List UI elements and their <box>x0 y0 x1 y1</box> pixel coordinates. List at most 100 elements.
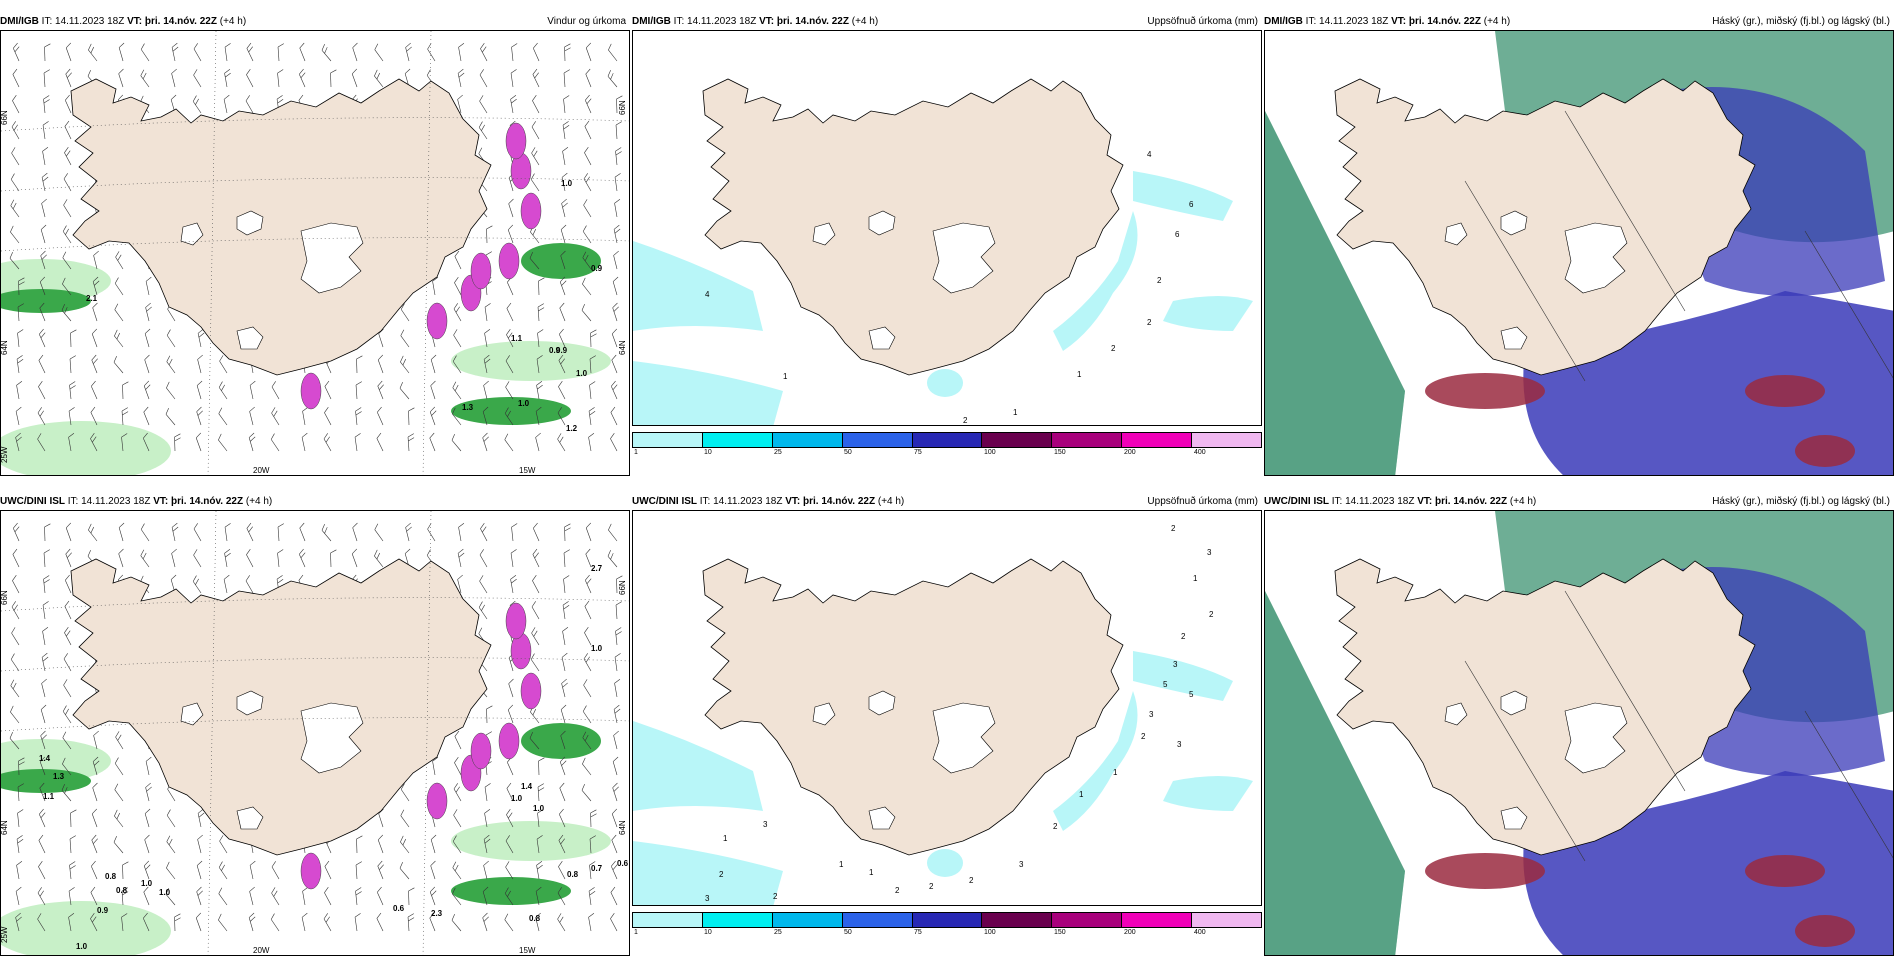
wind-barb <box>245 69 258 87</box>
wind-barb <box>278 44 285 61</box>
wind-barb <box>191 576 205 593</box>
panel-title: Vindur og úrkoma <box>547 14 626 30</box>
convective-cell <box>499 243 519 279</box>
precip-area <box>633 361 783 426</box>
wind-barb <box>531 601 545 619</box>
wind-barb <box>616 122 623 139</box>
wind-barb <box>609 913 622 931</box>
it-label: IT: <box>700 496 711 507</box>
wind-barb <box>615 627 623 645</box>
wind-barb <box>511 43 519 61</box>
wind-barb <box>330 550 337 567</box>
precip-area <box>521 243 601 279</box>
wind-barb <box>355 407 363 425</box>
wind-barb <box>122 408 129 425</box>
value-label: 0.8 <box>116 886 128 895</box>
wind-barb <box>223 95 232 113</box>
wind-barb <box>429 407 440 425</box>
wind-barb <box>165 810 179 827</box>
map-area[interactable] <box>1264 510 1894 956</box>
wind-barb <box>584 121 597 139</box>
wind-barb <box>560 225 570 243</box>
wind-barb <box>122 382 129 399</box>
value-label: 0.8 <box>529 914 541 923</box>
wind-barb <box>90 861 102 879</box>
wind-barb <box>113 784 128 801</box>
wind-barb <box>612 783 623 801</box>
wind-barb <box>197 835 207 853</box>
value-label: 1.0 <box>591 644 603 653</box>
colorbar-label: 10 <box>704 929 712 936</box>
wind-barb <box>377 861 389 879</box>
precip-colorbar <box>632 432 1262 448</box>
wind-barb <box>405 43 415 61</box>
wind-barb <box>270 887 284 905</box>
wind-barb <box>139 550 154 567</box>
value-label: 3 <box>763 820 768 829</box>
convective-cell <box>471 253 491 289</box>
colorbar-segment <box>633 913 703 927</box>
wind-barb <box>610 887 623 905</box>
wind-barb <box>320 524 336 541</box>
low-cloud <box>1795 435 1855 467</box>
wind-barb <box>87 44 102 61</box>
wind-barb <box>324 381 337 399</box>
precip-area <box>451 821 611 861</box>
wind-barb <box>92 303 103 321</box>
vt-label: VT: <box>153 496 168 507</box>
low-cloud <box>1795 915 1855 947</box>
wind-barb <box>70 356 77 373</box>
wind-barb <box>589 887 597 905</box>
precip-area <box>633 721 763 811</box>
vt-value: þri. 14.nóv. 22Z <box>145 16 217 27</box>
value-label: 3 <box>1177 740 1182 749</box>
wind-barb <box>165 382 180 399</box>
value-label: 3 <box>1019 860 1024 869</box>
wind-barb <box>269 434 283 451</box>
wind-barb <box>278 524 285 541</box>
wind-barb <box>174 914 181 931</box>
wind-barb <box>165 330 179 347</box>
wind-barb <box>43 121 51 139</box>
wind-barb <box>171 549 181 567</box>
wind-barb <box>44 70 51 87</box>
wind-barb <box>356 862 363 879</box>
wind-barb <box>429 433 441 451</box>
value-label: 3 <box>705 894 710 903</box>
colorbar-segment <box>982 433 1052 447</box>
wind-barb <box>452 329 466 347</box>
wind-barb <box>65 549 77 567</box>
value-label: 3 <box>1207 548 1212 557</box>
wind-barb <box>171 43 180 61</box>
wind-barb <box>113 758 127 775</box>
colorbar-segment <box>913 433 983 447</box>
colorbar-segment <box>1192 433 1261 447</box>
vt-value: þri. 14.nóv. 22Z <box>1435 496 1507 507</box>
wind-barb <box>196 407 207 425</box>
wind-barb <box>145 757 154 775</box>
it-value: 14.11.2023 18Z <box>1345 496 1414 507</box>
wind-barb <box>584 95 596 113</box>
value-label: 1.0 <box>533 804 545 813</box>
model-name: UWC/DINI ISL <box>1264 496 1329 507</box>
lat-label: 64N <box>1 340 9 355</box>
convective-cell <box>521 193 541 229</box>
lat-label: 64N <box>618 820 627 835</box>
map-area[interactable]: 231223553231123222113122113 <box>632 510 1262 906</box>
panel-title: Uppsöfnuð úrkoma (mm) <box>1147 14 1258 30</box>
wind-barb <box>504 381 518 399</box>
wind-barb <box>408 888 415 905</box>
wind-barb <box>299 43 311 61</box>
wind-barb <box>277 69 285 87</box>
map-area[interactable] <box>1264 30 1894 476</box>
wind-barb <box>352 43 363 61</box>
wind-barb <box>351 69 362 87</box>
wind-barb <box>38 835 51 853</box>
wind-barb <box>373 44 388 61</box>
colorbar-label: 400 <box>1194 449 1206 456</box>
value-label: 3 <box>1149 710 1154 719</box>
colorbar-segment <box>982 913 1052 927</box>
